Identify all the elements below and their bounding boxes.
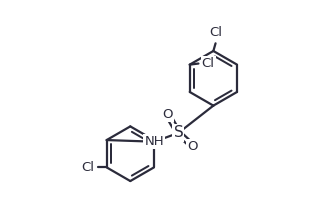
Text: S: S — [174, 125, 183, 140]
Text: Cl: Cl — [82, 161, 95, 174]
Text: O: O — [187, 139, 198, 153]
Text: Cl: Cl — [209, 26, 222, 39]
Text: O: O — [162, 108, 173, 121]
Text: Cl: Cl — [202, 57, 215, 70]
Text: NH: NH — [145, 135, 164, 148]
